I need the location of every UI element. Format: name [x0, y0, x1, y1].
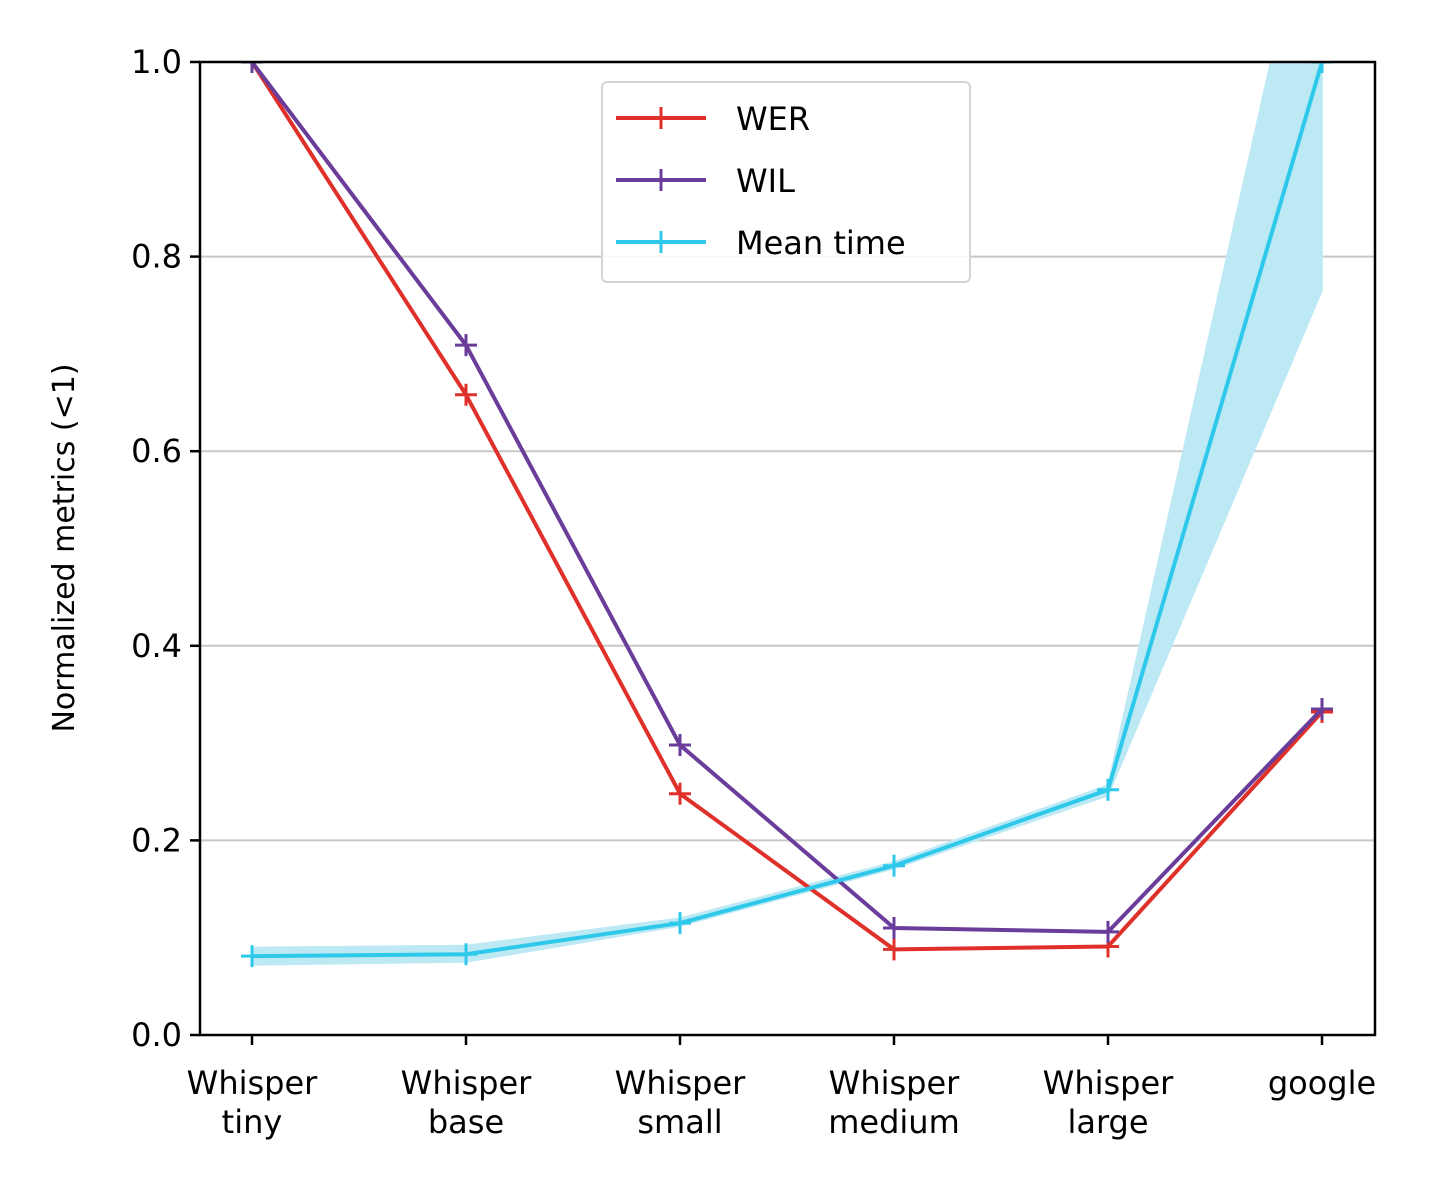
x-axis-ticks: Whisper tiny Whisper base Whisper small Whispe…: [187, 1035, 1376, 1141]
x-tick-label: Whisper medium: [828, 1064, 960, 1141]
legend-box: [601, 81, 971, 283]
data-point: [883, 938, 905, 961]
series-lines: [241, 62, 1333, 968]
x-tick-label: google: [1268, 1064, 1376, 1102]
y-tick-label: 0.6: [131, 432, 182, 470]
plot-frame: [198, 60, 1377, 1037]
y-tick-label: 0.0: [131, 1016, 182, 1054]
data-point: [455, 383, 477, 406]
legend: WER WIL Mean time: [601, 81, 971, 283]
data-point: [669, 912, 691, 935]
x-tick-label: Whisper tiny: [187, 1064, 318, 1141]
series-line: [250, 62, 1324, 934]
legend-entry: WER: [616, 100, 810, 138]
data-point: [1311, 698, 1333, 721]
y-tick-label: 0.8: [131, 238, 182, 276]
legend-label: WER: [736, 100, 810, 138]
y-axis-ticks: 0.0 0.2 0.4 0.6 0.8 1.0: [131, 43, 200, 1054]
legend-label: Mean time: [736, 224, 906, 262]
data-point: [883, 854, 905, 877]
data-point: [1311, 62, 1333, 73]
x-tick-label: Whisper large: [1043, 1064, 1174, 1141]
y-tick-label: 0.4: [131, 627, 182, 665]
data-point: [669, 734, 691, 757]
x-tick-label: Whisper small: [615, 1064, 746, 1141]
y-axis-label: Normalized metrics (<1): [47, 363, 82, 732]
legend-label: WIL: [736, 162, 795, 200]
data-point: [883, 916, 905, 939]
data-point: [1097, 920, 1119, 943]
data-point: [241, 945, 263, 968]
data-point: [241, 62, 263, 73]
legend-entry: WIL: [616, 162, 795, 200]
data-point: [455, 334, 477, 357]
data-point: [455, 943, 477, 966]
data-point: [669, 782, 691, 805]
series-line: [250, 62, 1324, 952]
legend-entry: Mean time: [616, 224, 906, 262]
series-line: [251, 62, 1324, 959]
axes-frame: [198, 60, 1377, 1037]
data-point: [1097, 778, 1119, 801]
y-tick-label: 0.2: [131, 821, 182, 859]
x-tick-label: Whisper base: [401, 1064, 532, 1141]
y-tick-label: 1.0: [131, 43, 182, 81]
